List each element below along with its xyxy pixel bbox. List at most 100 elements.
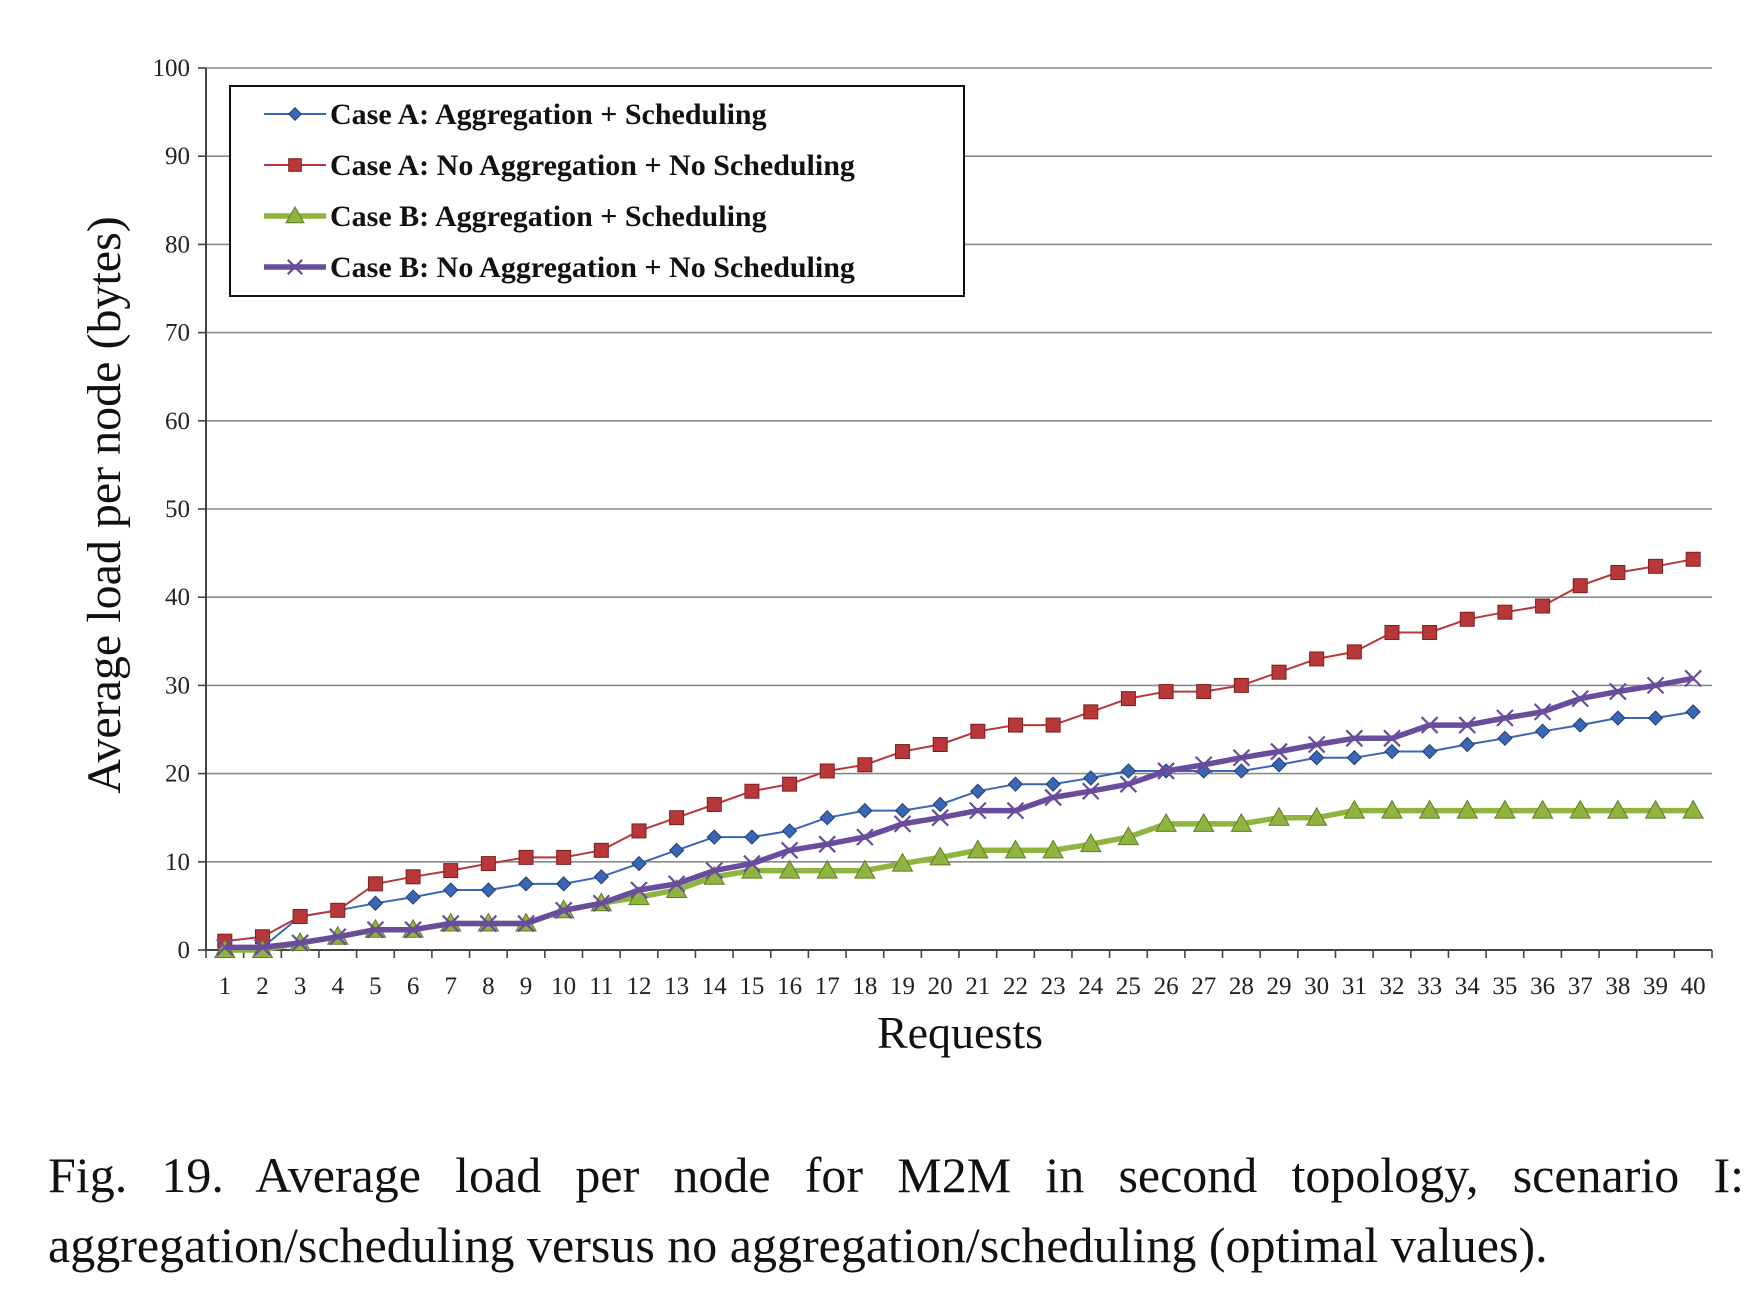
data-point xyxy=(1232,748,1251,767)
data-point xyxy=(1196,684,1212,700)
data-point xyxy=(556,849,572,865)
data-point xyxy=(253,938,272,957)
figure-caption: Fig. 19. Average load per node for M2M i… xyxy=(48,1140,1744,1280)
data-point xyxy=(1497,730,1513,747)
data-point xyxy=(1308,750,1325,766)
data-point xyxy=(1685,704,1701,720)
data-point xyxy=(1384,743,1400,760)
data-point xyxy=(593,869,610,885)
data-point xyxy=(1007,776,1024,792)
y-tick-label: 100 xyxy=(153,55,191,82)
x-tick-label: 7 xyxy=(444,973,457,1000)
data-point xyxy=(1270,742,1288,761)
data-point xyxy=(405,889,421,905)
x-tick-label: 36 xyxy=(1530,973,1555,1000)
data-point xyxy=(405,869,421,885)
data-point xyxy=(781,823,798,839)
x-tick-label: 38 xyxy=(1605,973,1630,1000)
x-tick-label: 26 xyxy=(1154,973,1179,1000)
data-point xyxy=(1647,710,1664,726)
data-point xyxy=(367,895,384,911)
data-point xyxy=(854,859,876,879)
x-axis-label: Requests xyxy=(877,1007,1043,1058)
data-point xyxy=(856,828,874,846)
x-tick-label: 8 xyxy=(482,973,495,1000)
data-point xyxy=(1572,717,1588,733)
x-tick-label: 9 xyxy=(520,973,533,1000)
data-point xyxy=(518,849,534,865)
legend-marker xyxy=(287,106,303,122)
data-point xyxy=(1309,651,1325,667)
data-point xyxy=(857,757,873,773)
legend-label: Case A: Aggregation + Scheduling xyxy=(330,98,767,131)
data-point xyxy=(1685,551,1701,567)
x-tick-label: 10 xyxy=(551,973,576,1000)
x-tick-label: 18 xyxy=(852,973,877,1000)
data-point xyxy=(667,875,686,893)
caption-line-1: Fig. 19. Average load per node for M2M i… xyxy=(48,1147,1744,1203)
data-point xyxy=(1305,806,1328,826)
data-point xyxy=(1346,644,1362,660)
y-axis-label: Average load per node (bytes) xyxy=(78,216,131,794)
legend-item: Case A: No Aggregation + No Scheduling xyxy=(264,149,855,182)
x-tick-label: 17 xyxy=(815,973,840,1000)
data-point xyxy=(706,796,722,812)
data-point xyxy=(366,920,385,939)
series-line xyxy=(224,558,1694,943)
x-tick-label: 39 xyxy=(1643,973,1668,1000)
y-tick-label: 90 xyxy=(165,143,190,170)
data-point xyxy=(404,920,422,939)
x-tick-label: 15 xyxy=(739,973,764,1000)
data-point xyxy=(1644,799,1667,819)
data-point xyxy=(668,842,685,859)
data-point xyxy=(932,736,948,752)
x-tick-label: 29 xyxy=(1267,973,1292,1000)
data-point xyxy=(819,763,835,779)
data-point xyxy=(1459,611,1475,627)
data-point xyxy=(216,938,234,957)
data-point xyxy=(593,842,609,858)
data-point xyxy=(1571,689,1589,708)
legend-item: Case A: Aggregation + Scheduling xyxy=(264,98,767,131)
data-point xyxy=(1083,770,1099,786)
x-tick-label: 13 xyxy=(664,973,689,1000)
data-point xyxy=(1531,799,1554,819)
data-point xyxy=(291,934,309,952)
data-point xyxy=(970,723,986,739)
data-point xyxy=(816,859,839,879)
x-tick-label: 31 xyxy=(1342,973,1367,1000)
legend-label: Case A: No Aggregation + No Scheduling xyxy=(330,149,855,182)
data-point xyxy=(1157,762,1175,780)
x-tick-label: 32 xyxy=(1379,973,1404,1000)
data-point xyxy=(1534,723,1551,739)
data-point xyxy=(1459,736,1475,753)
data-point xyxy=(1268,806,1290,826)
data-point xyxy=(893,815,912,833)
data-point xyxy=(631,823,647,839)
data-point xyxy=(1346,750,1363,766)
x-tick-label: 21 xyxy=(965,973,990,1000)
x-tick-label: 2 xyxy=(256,973,269,1000)
data-point xyxy=(480,856,496,872)
series-group xyxy=(213,551,1705,958)
data-point xyxy=(330,902,346,918)
data-point xyxy=(931,808,949,827)
x-tick-label: 27 xyxy=(1191,973,1216,1000)
y-tick-label: 20 xyxy=(165,761,190,788)
caption-line-2: aggregation/scheduling versus no aggrega… xyxy=(48,1217,1548,1273)
data-point xyxy=(1418,799,1441,819)
data-point xyxy=(1494,799,1516,819)
data-point xyxy=(480,882,497,898)
data-point xyxy=(1006,801,1025,820)
data-point xyxy=(630,881,648,899)
data-point xyxy=(1004,839,1027,859)
data-point xyxy=(1230,812,1253,832)
data-point xyxy=(1420,716,1439,734)
data-point xyxy=(1007,717,1023,733)
x-tick-label: 28 xyxy=(1229,973,1254,1000)
data-point xyxy=(669,810,685,826)
data-point xyxy=(1194,756,1213,774)
data-point xyxy=(367,876,383,892)
data-point xyxy=(1648,558,1664,574)
data-point xyxy=(1271,664,1287,680)
